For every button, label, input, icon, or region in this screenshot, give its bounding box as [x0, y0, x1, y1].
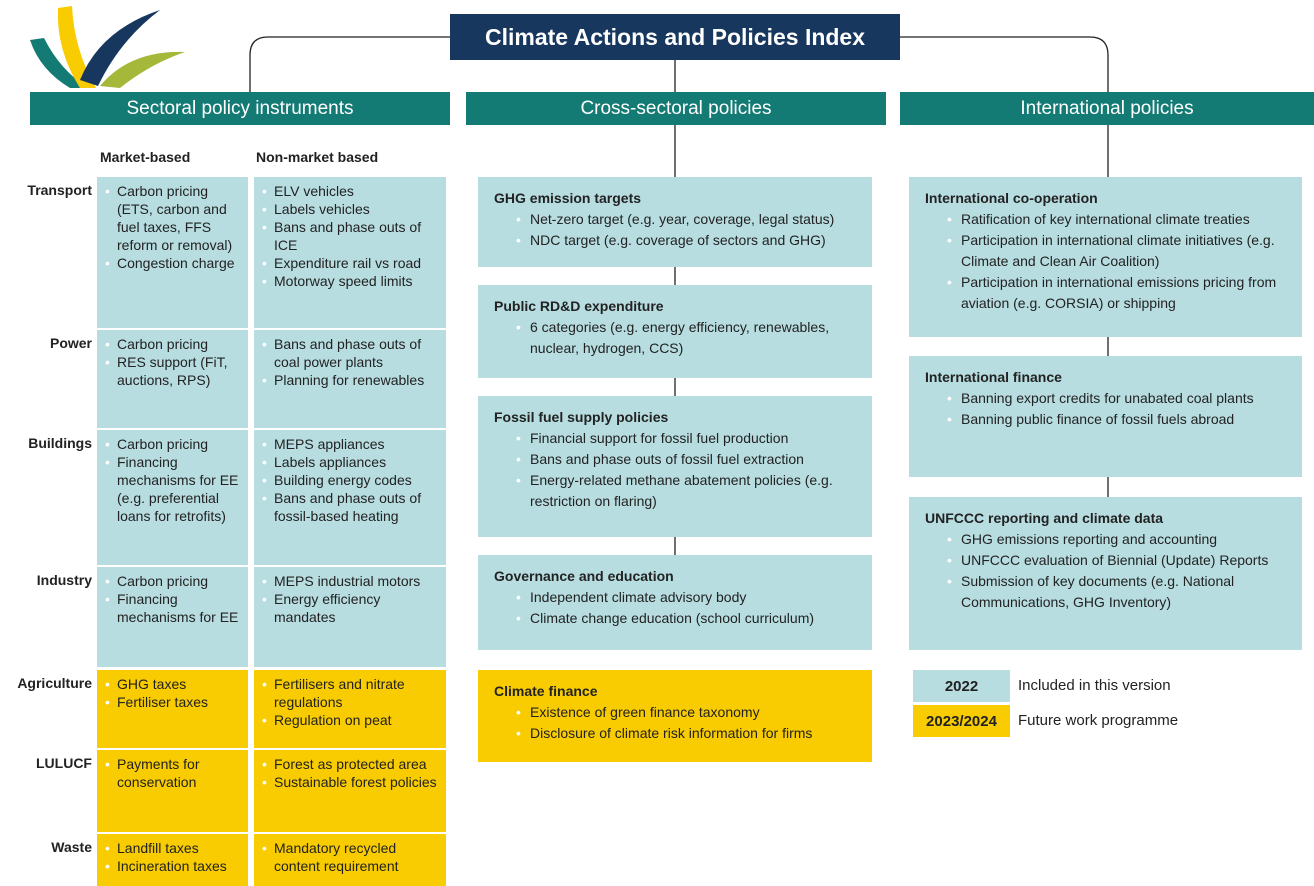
bullet-item: Carbon pricing (ETS, carbon and fuel tax… [105, 182, 242, 254]
bullet-item: Participation in international climate i… [925, 230, 1292, 272]
policy-box: UNFCCC reporting and climate data GHG emi… [909, 497, 1302, 650]
policy-box: Climate finance Existence of green financ… [478, 670, 872, 762]
policy-box: Public RD&D expenditure 6 categories (e.g… [478, 285, 872, 378]
bullet-item: Bans and phase outs of fossil fuel extra… [494, 449, 862, 470]
bullet-item: ELV vehicles [262, 182, 440, 200]
bullet-item: 6 categories (e.g. energy efficiency, re… [494, 317, 862, 359]
cell: Fertilisers and nitrate regulationsRegul… [254, 670, 446, 748]
bullet-item: Banning public finance of fossil fuels a… [925, 409, 1292, 430]
bullet-item: Existence of green finance taxonomy [494, 702, 862, 723]
cell: ELV vehiclesLabels vehiclesBans and phas… [254, 177, 446, 328]
sector-label: Buildings [28, 435, 92, 451]
bullet-item: Labels appliances [262, 453, 440, 471]
bullet-item: Financial support for fossil fuel produc… [494, 428, 862, 449]
bullet-item: Sustainable forest policies [262, 773, 440, 791]
bullet-item: Disclosure of climate risk information f… [494, 723, 862, 744]
bullet-item: Carbon pricing [105, 435, 242, 453]
box-title: Climate finance [494, 683, 598, 699]
bullet-item: GHG emissions reporting and accounting [925, 529, 1292, 550]
logo [30, 6, 185, 88]
cell: Carbon pricingRES support (FiT, auctions… [97, 330, 248, 428]
cell: Payments for conservation [97, 750, 248, 832]
bullet-item: Carbon pricing [105, 335, 242, 353]
cell: Bans and phase outs of coal power plants… [254, 330, 446, 428]
bullet-item: MEPS industrial motors [262, 572, 440, 590]
policy-box: Fossil fuel supply policies Financial sup… [478, 396, 872, 537]
box-title: Governance and education [494, 568, 674, 584]
bullet-item: Energy efficiency mandates [262, 590, 440, 626]
bullet-item: Net-zero target (e.g. year, coverage, le… [494, 209, 862, 230]
policy-box: Governance and education Independent clim… [478, 555, 872, 650]
box-title: Public RD&D expenditure [494, 298, 664, 314]
bullet-item: Financing mechanisms for EE [105, 590, 242, 626]
bullet-item: Building energy codes [262, 471, 440, 489]
bullet-item: UNFCCC evaluation of Biennial (Update) R… [925, 550, 1292, 571]
sector-label: LULUCF [36, 755, 92, 771]
sub-header: Non-market based [256, 149, 379, 165]
box-title: UNFCCC reporting and climate data [925, 510, 1164, 526]
bullet-item: Climate change education (school curricu… [494, 608, 862, 629]
bullet-item: Participation in international emissions… [925, 272, 1292, 314]
legend-swatch: 2023/2024 [913, 705, 1010, 737]
cell: Landfill taxesIncineration taxes [97, 834, 248, 886]
bullet-item: Congestion charge [105, 254, 242, 272]
cell: GHG taxesFertiliser taxes [97, 670, 248, 748]
bullet-item: NDC target (e.g. coverage of sectors and… [494, 230, 862, 251]
legend-text: Included in this version [1018, 677, 1171, 694]
bullet-item: MEPS appliances [262, 435, 440, 453]
cell: Carbon pricing (ETS, carbon and fuel tax… [97, 177, 248, 328]
bullet-item: Regulation on peat [262, 711, 440, 729]
box-title: GHG emission targets [494, 190, 642, 206]
cell: Carbon pricingFinancing mechanisms for E… [97, 430, 248, 565]
bullet-item: Bans and phase outs of ICE [262, 218, 440, 254]
sector-label: Agriculture [17, 675, 92, 691]
bullet-item: Energy-related methane abatement policie… [494, 470, 862, 512]
box-title: International finance [925, 369, 1062, 385]
bullet-item: Carbon pricing [105, 572, 242, 590]
bullet-item: Forest as protected area [262, 755, 440, 773]
column-header: Sectoral policy instruments [30, 92, 450, 125]
column-header: International policies [900, 92, 1314, 125]
bullet-item: Payments for conservation [105, 755, 242, 791]
bullet-item: Incineration taxes [105, 857, 242, 875]
bullet-item: Submission of key documents (e.g. Nation… [925, 571, 1292, 613]
bullet-item: Financing mechanisms for EE (e.g. prefer… [105, 453, 242, 525]
bullet-item: GHG taxes [105, 675, 242, 693]
sector-label: Transport [27, 182, 92, 198]
bullet-item: RES support (FiT, auctions, RPS) [105, 353, 242, 389]
legend-text: Future work programme [1018, 712, 1179, 729]
bullet-item: Fertiliser taxes [105, 693, 242, 711]
bullet-item: Expenditure rail vs road [262, 254, 440, 272]
policy-box: GHG emission targets Net-zero target (e.g… [478, 177, 872, 267]
policy-box: International finance Banning export cred… [909, 356, 1302, 477]
cell: Carbon pricingFinancing mechanisms for E… [97, 567, 248, 667]
cell: MEPS appliancesLabels appliancesBuilding… [254, 430, 446, 565]
bullet-item: Fertilisers and nitrate regulations [262, 675, 440, 711]
cell: MEPS industrial motorsEnergy efficiency … [254, 567, 446, 667]
sector-label: Waste [51, 839, 92, 855]
cell: Forest as protected areaSustainable fore… [254, 750, 446, 832]
bullet-item: Ratification of key international climat… [925, 209, 1292, 230]
bullet-item: Labels vehicles [262, 200, 440, 218]
cell: Mandatory recycled content requirement [254, 834, 446, 886]
bullet-item: Mandatory recycled content requirement [262, 839, 440, 875]
bullet-item: Banning export credits for unabated coal… [925, 388, 1292, 409]
bullet-item: Bans and phase outs of fossil-based heat… [262, 489, 440, 525]
sector-label: Power [49, 335, 92, 351]
box-title: Fossil fuel supply policies [494, 409, 669, 425]
bullet-item: Bans and phase outs of coal power plants [262, 335, 440, 371]
policy-box: International co-operation Ratification o… [909, 177, 1302, 337]
title: Climate Actions and Policies Index [450, 14, 900, 60]
bullet-item: Motorway speed limits [262, 272, 440, 290]
sub-header: Market-based [100, 149, 191, 165]
column-header: Cross-sectoral policies [466, 92, 886, 125]
legend-swatch: 2022 [913, 670, 1010, 702]
bullet-item: Independent climate advisory body [494, 587, 862, 608]
sector-label: Industry [36, 572, 92, 588]
bullet-item: Landfill taxes [105, 839, 242, 857]
box-title: International co-operation [925, 190, 1098, 206]
bullet-item: Planning for renewables [262, 371, 440, 389]
